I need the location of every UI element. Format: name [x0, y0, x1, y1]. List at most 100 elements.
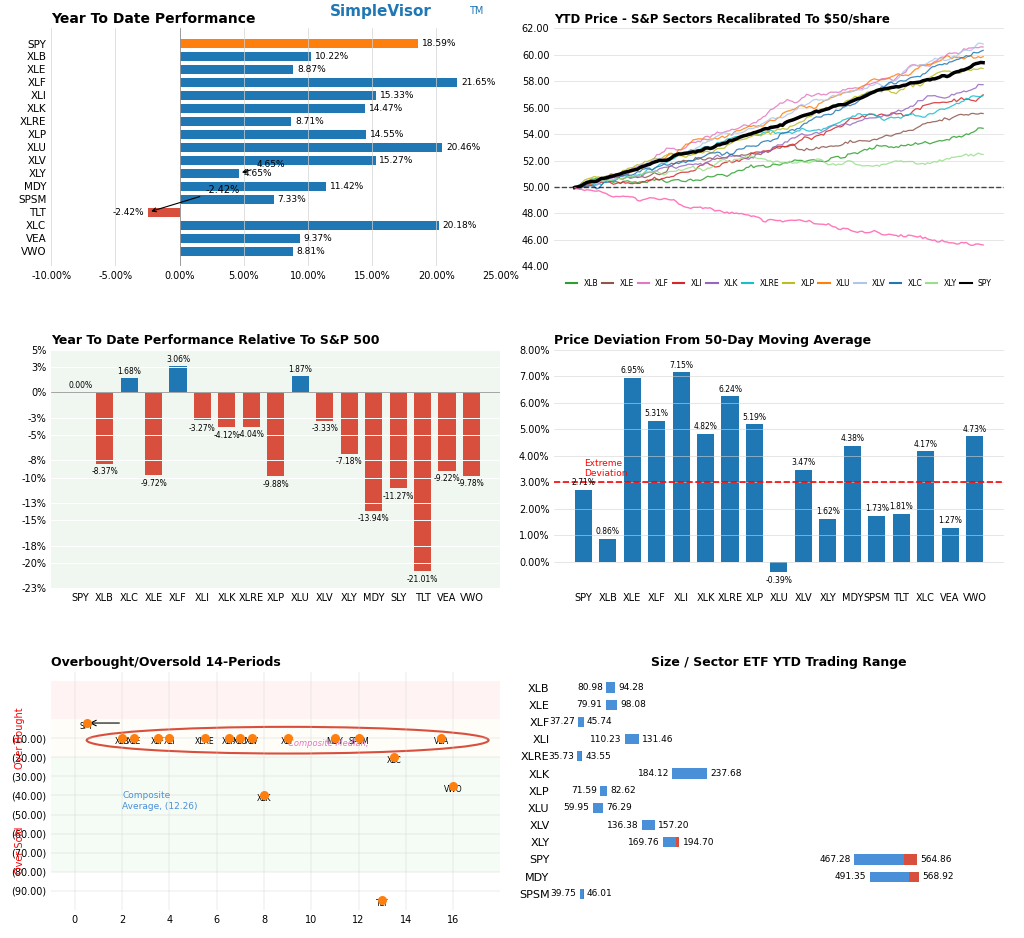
Text: -0.39%: -0.39%	[766, 576, 793, 585]
Text: Price Deviation From 50-Day Moving Average: Price Deviation From 50-Day Moving Avera…	[554, 334, 871, 347]
Bar	[893, 514, 909, 562]
Text: 37.27: 37.27	[549, 718, 575, 726]
Bar	[51, 719, 501, 757]
Bar	[51, 757, 501, 871]
Text: -2.42%: -2.42%	[113, 207, 144, 217]
Bar	[909, 871, 920, 882]
Text: 18.59%: 18.59%	[422, 39, 457, 48]
Text: Overbought/Oversold 14-Periods: Overbought/Oversold 14-Periods	[51, 656, 281, 669]
Bar	[179, 129, 367, 139]
Text: 8.81%: 8.81%	[297, 247, 326, 255]
Bar	[770, 562, 787, 572]
Bar	[366, 392, 382, 511]
Text: 3.06%: 3.06%	[166, 355, 190, 364]
Text: -9.22%: -9.22%	[434, 475, 461, 483]
Text: -13.94%: -13.94%	[357, 514, 389, 523]
Point	[433, 731, 450, 746]
Title: Size / Sector ETF YTD Trading Range: Size / Sector ETF YTD Trading Range	[651, 656, 906, 669]
Text: 94.28: 94.28	[618, 683, 644, 692]
Text: VWO: VWO	[443, 785, 463, 794]
Text: 20.18%: 20.18%	[442, 220, 477, 230]
Text: 1.87%: 1.87%	[289, 365, 312, 374]
Bar	[179, 117, 292, 126]
Point	[244, 731, 260, 746]
Text: 131.46: 131.46	[642, 734, 674, 744]
Bar	[96, 392, 114, 463]
Text: 136.38: 136.38	[607, 821, 639, 829]
Text: SimpleVisor: SimpleVisor	[330, 4, 431, 19]
Bar	[179, 220, 438, 230]
Bar	[648, 421, 666, 562]
Text: 7.15%: 7.15%	[669, 361, 693, 370]
Text: 237.68: 237.68	[710, 769, 741, 778]
Bar	[941, 528, 958, 562]
Bar	[179, 182, 326, 190]
Text: XLV: XLV	[245, 737, 259, 746]
Bar	[624, 378, 641, 562]
Bar	[673, 768, 707, 779]
Text: 80.98: 80.98	[578, 683, 603, 692]
Bar	[673, 372, 689, 562]
Bar	[918, 451, 934, 562]
Text: XLP: XLP	[221, 737, 236, 746]
Point	[350, 731, 367, 746]
Text: TM: TM	[469, 7, 483, 16]
Text: Composite
Average, (12.26): Composite Average, (12.26)	[122, 792, 198, 810]
Text: 169.76: 169.76	[629, 838, 660, 847]
Point	[256, 788, 272, 803]
Text: 5.31%: 5.31%	[645, 409, 669, 418]
Text: 15.33%: 15.33%	[380, 91, 415, 100]
Text: 4.38%: 4.38%	[841, 434, 864, 443]
Text: 20.46%: 20.46%	[446, 143, 480, 152]
Text: 5.19%: 5.19%	[742, 413, 766, 421]
Bar	[868, 516, 886, 562]
Bar	[600, 785, 607, 795]
Bar	[179, 247, 293, 256]
Bar	[179, 143, 442, 152]
Text: 110.23: 110.23	[591, 734, 622, 744]
Text: 4.65%: 4.65%	[243, 159, 285, 173]
Bar	[745, 424, 763, 562]
Text: 76.29: 76.29	[606, 804, 632, 812]
Bar	[341, 392, 357, 453]
Bar	[121, 378, 137, 392]
Text: XLC: XLC	[387, 756, 401, 765]
Bar	[179, 65, 294, 74]
Point	[232, 731, 249, 746]
Bar	[292, 376, 309, 392]
Text: 14.55%: 14.55%	[370, 129, 404, 139]
Text: 10.22%: 10.22%	[314, 52, 349, 61]
Text: 4.65%: 4.65%	[243, 169, 271, 177]
Text: -21.01%: -21.01%	[407, 575, 438, 583]
Text: SPSM: SPSM	[348, 737, 369, 746]
Point	[374, 893, 390, 908]
Text: MDY: MDY	[327, 737, 343, 746]
Point	[114, 731, 130, 746]
Bar	[148, 207, 179, 217]
Bar	[642, 820, 655, 830]
Text: XLRE: XLRE	[195, 737, 215, 746]
Text: 467.28: 467.28	[819, 855, 851, 864]
Bar	[179, 91, 376, 100]
Text: 8.87%: 8.87%	[297, 65, 326, 74]
Text: 184.12: 184.12	[638, 769, 670, 778]
Bar	[966, 436, 983, 562]
Bar	[438, 392, 456, 471]
Point	[197, 731, 213, 746]
Text: 82.62: 82.62	[610, 786, 636, 795]
Text: 4.73%: 4.73%	[963, 425, 986, 433]
Text: 568.92: 568.92	[923, 872, 954, 881]
Text: Extreme
Deviation: Extreme Deviation	[584, 459, 628, 478]
Text: -3.33%: -3.33%	[311, 424, 338, 433]
Text: 1.81%: 1.81%	[889, 502, 913, 511]
Text: XLY: XLY	[281, 737, 294, 746]
Bar	[605, 700, 617, 710]
Text: Over Bought: Over Bought	[15, 707, 26, 769]
Text: -2.42%: -2.42%	[153, 185, 240, 212]
Text: Over Sold: Over Sold	[15, 826, 26, 874]
Bar	[578, 751, 583, 762]
Text: 14.47%: 14.47%	[369, 104, 403, 113]
Bar	[179, 104, 366, 113]
Bar	[179, 234, 300, 243]
Bar	[574, 490, 592, 562]
